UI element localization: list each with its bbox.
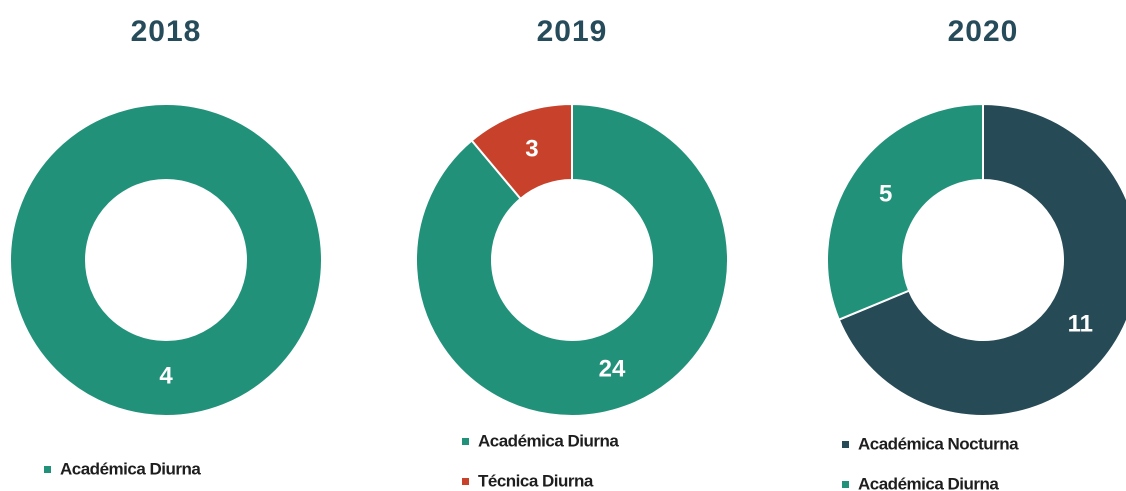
data-label: 4 — [159, 362, 173, 389]
data-label: 5 — [879, 180, 892, 207]
legend-swatch — [462, 478, 469, 485]
chart-title: 2020 — [948, 15, 1019, 48]
slice — [837, 102, 1126, 417]
legend-label: Técnica Diurna — [478, 471, 594, 490]
chart-title: 2018 — [131, 15, 202, 48]
legend-swatch — [462, 438, 469, 445]
legend-label: Académica Nocturna — [858, 434, 1019, 453]
slice — [470, 102, 573, 201]
legend-label: Académica Diurna — [858, 474, 999, 491]
legend-swatch — [842, 481, 849, 488]
legend-swatch — [842, 441, 849, 448]
slice — [415, 102, 729, 417]
slice — [9, 102, 323, 418]
legend-label: Académica Diurna — [478, 431, 619, 450]
legend-swatch — [44, 466, 51, 473]
data-label: 24 — [599, 355, 626, 382]
data-label: 3 — [525, 135, 538, 162]
legend-label: Académica Diurna — [60, 459, 201, 478]
slice — [826, 102, 984, 322]
chart-title: 2019 — [537, 15, 608, 48]
data-label: 11 — [1068, 310, 1093, 337]
